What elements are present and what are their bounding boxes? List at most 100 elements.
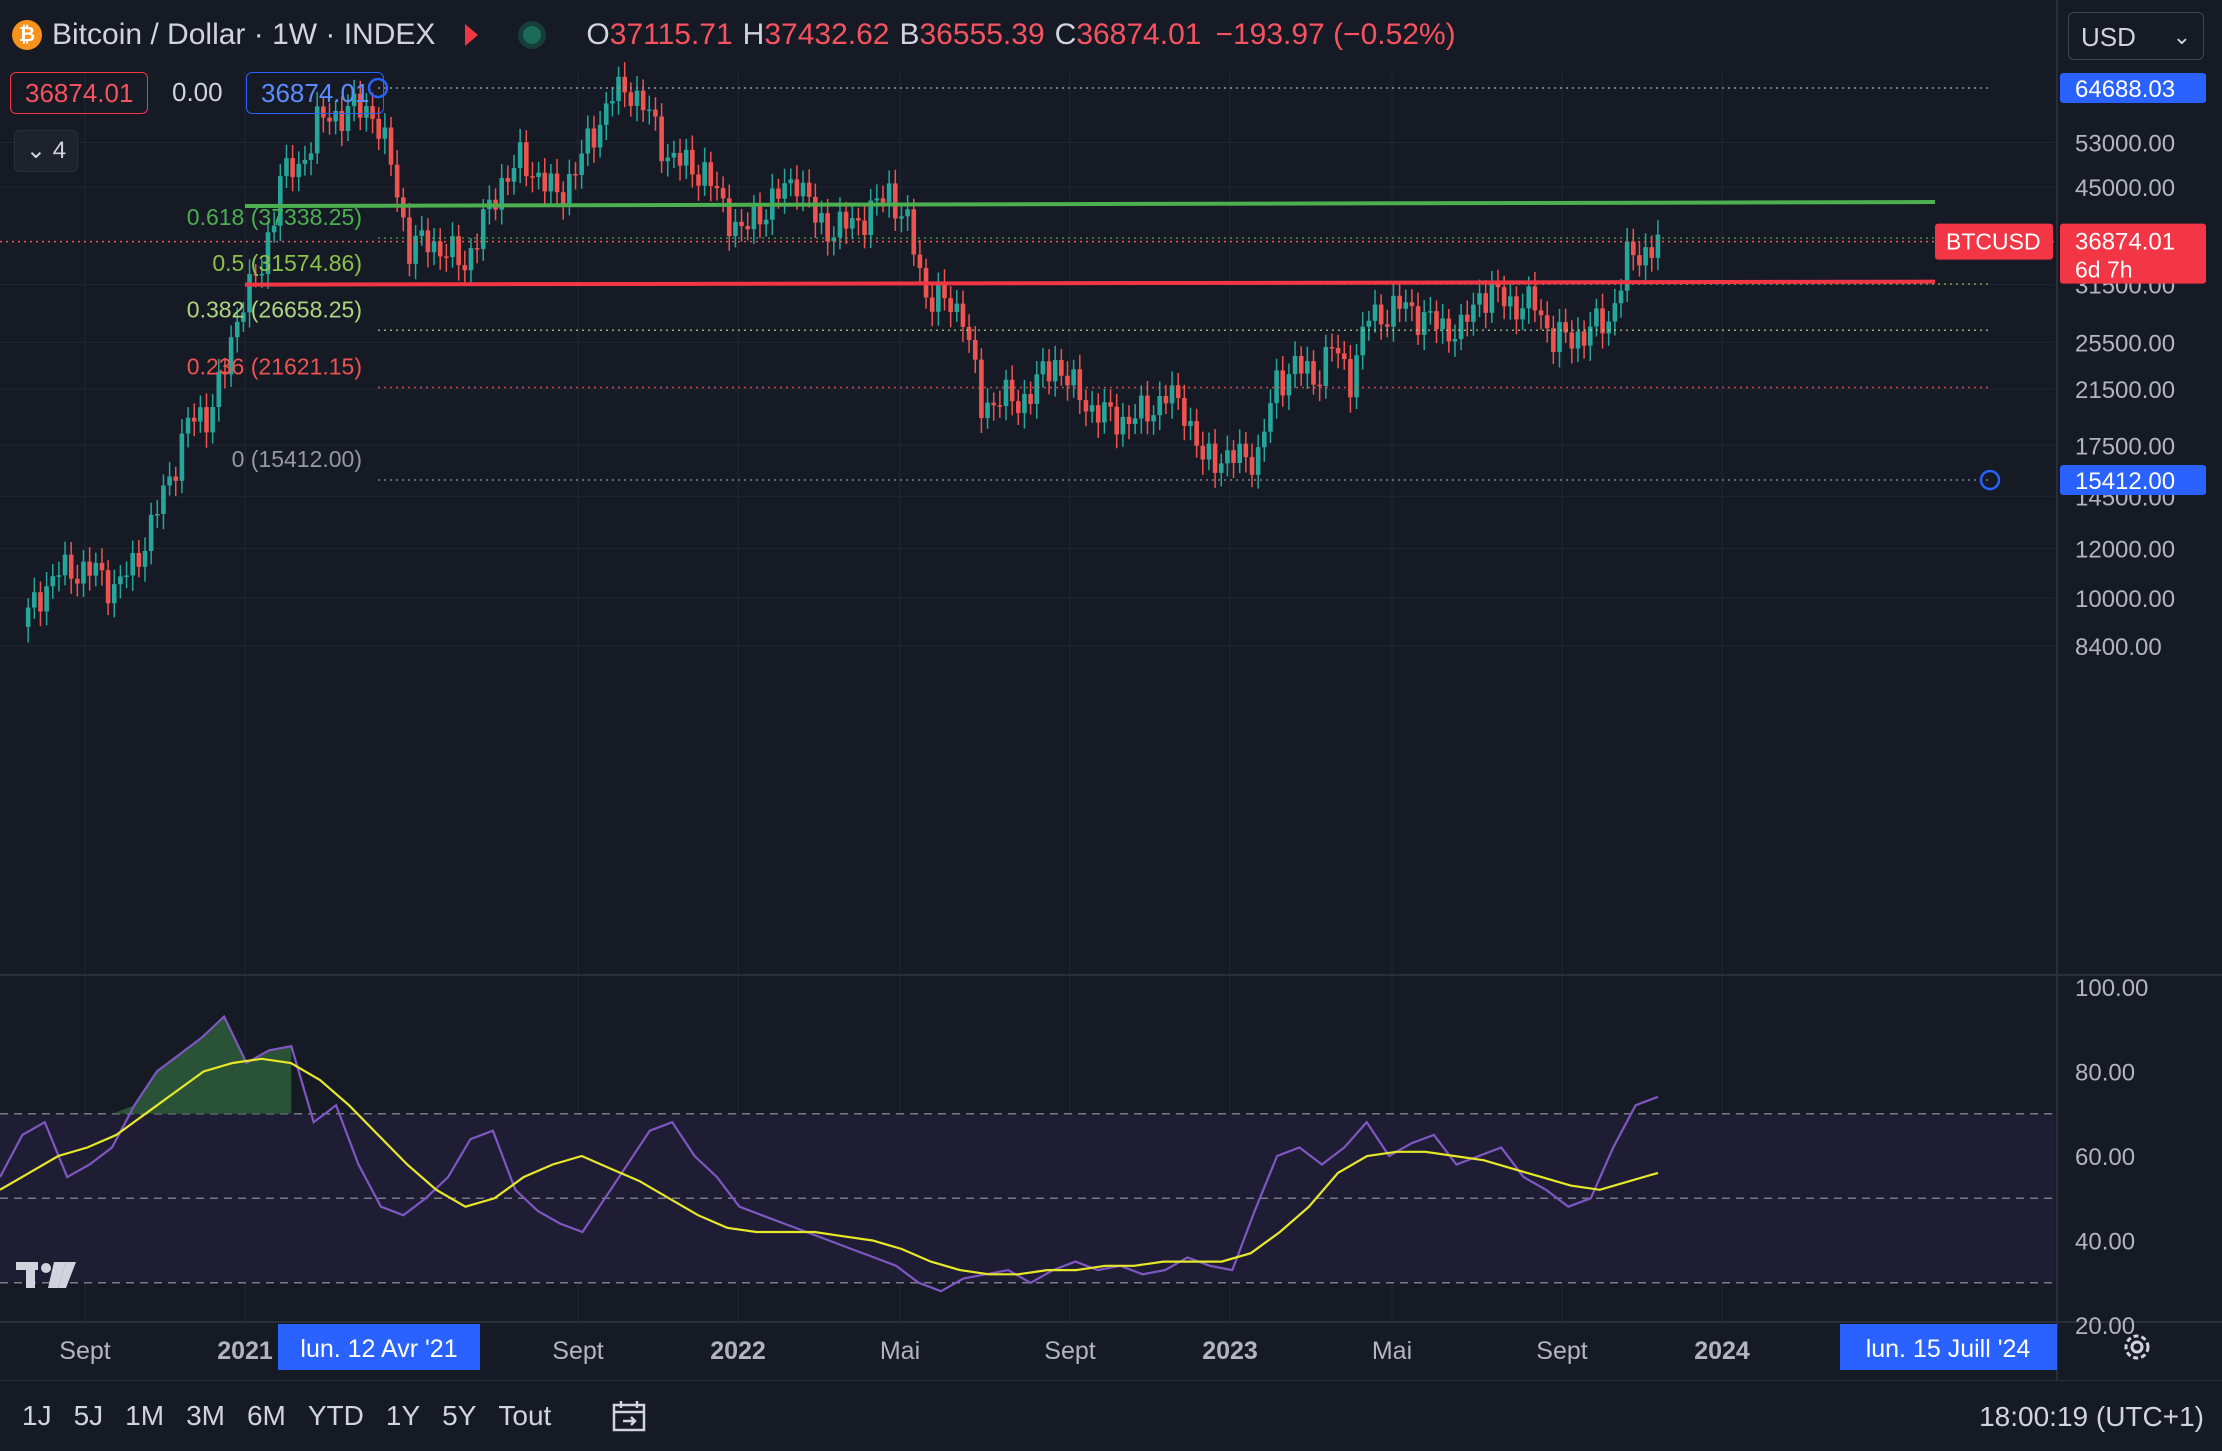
- candle-body: [351, 93, 357, 107]
- rsi-line: [0, 1014, 1659, 1293]
- candle-body: [1206, 443, 1212, 460]
- high-value: 37432.62: [764, 18, 890, 51]
- candle-body: [259, 273, 265, 276]
- candle-body: [751, 206, 757, 230]
- candle-body: [38, 592, 43, 612]
- low-value: 36555.39: [919, 18, 1045, 51]
- candle-body: [278, 176, 283, 226]
- calendar-goto-icon[interactable]: [611, 1399, 647, 1433]
- candle-body: [726, 198, 732, 237]
- candle-body: [1440, 318, 1445, 330]
- candle-body: [690, 149, 695, 175]
- candle-body: [886, 183, 892, 203]
- candle-body: [714, 186, 720, 189]
- candle-body: [1378, 304, 1384, 325]
- indicators-toggle-button[interactable]: ⌄ 4: [14, 130, 78, 172]
- candle-body: [874, 198, 880, 201]
- range-5y-button[interactable]: 5Y: [442, 1400, 477, 1431]
- candle-body: [1114, 406, 1119, 435]
- candle-body: [93, 562, 99, 576]
- candle-body: [321, 106, 326, 118]
- candle-body: [579, 153, 584, 175]
- price-axis-label: 8400.00: [2075, 634, 2162, 661]
- symbol-title[interactable]: Bitcoin / Dollar · 1W · INDEX: [52, 18, 436, 51]
- candle-body: [1428, 311, 1433, 313]
- rsi-indicator: [0, 1014, 1659, 1293]
- fib-anchor-handle: [367, 77, 389, 99]
- range-ytd-button[interactable]: YTD: [307, 1400, 364, 1431]
- candle-body: [56, 575, 62, 577]
- candle-body: [1538, 310, 1544, 316]
- candle-body: [314, 106, 320, 154]
- candle-body: [234, 321, 240, 338]
- candle-body: [1569, 332, 1575, 349]
- candle-body: [1403, 302, 1409, 309]
- range-1m-button[interactable]: 1M: [125, 1400, 165, 1431]
- range-1d-button[interactable]: 1J: [22, 1400, 52, 1431]
- candle-body: [671, 152, 677, 158]
- candle-body: [1175, 385, 1181, 399]
- candle-body: [1391, 295, 1396, 327]
- candle-body: [542, 172, 548, 192]
- fib-axis-tag: [2060, 73, 2206, 103]
- candle-body: [831, 237, 837, 242]
- candle-body: [960, 303, 966, 327]
- fib-level-label: 0.382 (26658.25): [187, 296, 362, 322]
- time-axis-label: Sept: [1044, 1337, 1095, 1365]
- candle-body: [382, 127, 388, 139]
- candle-body: [364, 106, 369, 118]
- drawing-overlays: 0.618 (37338.25) 0.5 (31574.86) 0.382 (266…: [0, 77, 2055, 491]
- close-value: 36874.01: [1076, 18, 1202, 51]
- sell-price-button[interactable]: 36874.01: [10, 72, 149, 114]
- candle-body: [856, 218, 861, 221]
- candle-body: [1372, 304, 1378, 321]
- settings-gear-icon[interactable]: [2120, 1330, 2154, 1364]
- candle-body: [1145, 395, 1150, 422]
- candle-body: [917, 254, 923, 269]
- buy-price-button[interactable]: 36874.01: [246, 72, 385, 114]
- candle-body: [1551, 328, 1556, 353]
- candle-body: [548, 173, 554, 192]
- candle-body: [148, 514, 154, 551]
- candle-body: [683, 149, 689, 166]
- open-label: O: [586, 18, 610, 51]
- candle-body: [665, 157, 671, 162]
- candle-body: [179, 433, 185, 481]
- candle-body: [1126, 416, 1132, 424]
- candle-body: [1311, 361, 1316, 385]
- main-chart[interactable]: 0.618 (37338.25) 0.5 (31574.86) 0.382 (266…: [0, 0, 2222, 1380]
- chevron-down-icon: ⌄: [2172, 24, 2191, 49]
- range-6m-button[interactable]: 6M: [246, 1400, 286, 1431]
- candle-body: [1495, 283, 1501, 288]
- range-3m-button[interactable]: 3M: [186, 1400, 225, 1431]
- candle-body: [1655, 234, 1661, 258]
- candle-body: [1292, 355, 1298, 375]
- candle-body: [757, 206, 763, 225]
- clock-timezone[interactable]: 18:00:19 (UTC+1): [1979, 1401, 2204, 1432]
- candle-body: [511, 167, 517, 182]
- candle-body: [954, 303, 960, 312]
- candle-body: [1446, 318, 1452, 342]
- range-all-button[interactable]: Tout: [498, 1400, 552, 1431]
- candle-body: [1434, 311, 1439, 330]
- flag-icon[interactable]: [465, 24, 479, 46]
- candle-body: [591, 128, 597, 148]
- candle-body: [640, 90, 646, 111]
- candle-body: [1557, 322, 1562, 353]
- range-1y-button[interactable]: 1Y: [385, 1400, 421, 1431]
- candle-body: [1385, 324, 1390, 327]
- range-end-date-tag: [1840, 1324, 2057, 1370]
- candle-body: [813, 196, 818, 223]
- candle-body: [837, 211, 843, 238]
- candle-body: [647, 109, 652, 112]
- range-5d-button[interactable]: 5J: [73, 1400, 104, 1431]
- candle-body: [616, 76, 621, 102]
- currency-select[interactable]: USD ⌄: [2068, 12, 2204, 60]
- spread-value: 0.00: [172, 77, 223, 107]
- candle-body: [1514, 296, 1519, 320]
- candle-body: [1237, 443, 1242, 463]
- candle-body: [517, 142, 523, 168]
- market-status-icon: [518, 21, 547, 49]
- fib-level-label: 0 (15412.00): [232, 446, 362, 472]
- fib-axis-tag-label: 15412.00: [2075, 468, 2175, 495]
